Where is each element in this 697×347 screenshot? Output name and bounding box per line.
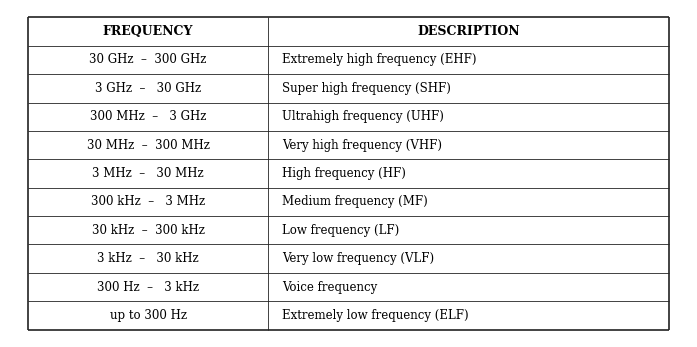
Text: 30 MHz  –  300 MHz: 30 MHz – 300 MHz: [86, 138, 210, 152]
Text: 30 GHz  –  300 GHz: 30 GHz – 300 GHz: [89, 53, 207, 66]
Text: Very high frequency (VHF): Very high frequency (VHF): [282, 138, 443, 152]
Text: 300 kHz  –   3 MHz: 300 kHz – 3 MHz: [91, 195, 205, 209]
Text: 3 kHz  –   30 kHz: 3 kHz – 30 kHz: [98, 252, 199, 265]
Text: High frequency (HF): High frequency (HF): [282, 167, 406, 180]
Text: Voice frequency: Voice frequency: [282, 281, 378, 294]
Text: Medium frequency (MF): Medium frequency (MF): [282, 195, 428, 209]
Text: Extremely low frequency (ELF): Extremely low frequency (ELF): [282, 309, 469, 322]
Text: 30 kHz  –  300 kHz: 30 kHz – 300 kHz: [92, 224, 204, 237]
Text: 3 MHz  –   30 MHz: 3 MHz – 30 MHz: [92, 167, 204, 180]
Text: FREQUENCY: FREQUENCY: [103, 25, 193, 38]
Text: 300 MHz  –   3 GHz: 300 MHz – 3 GHz: [90, 110, 206, 123]
Text: DESCRIPTION: DESCRIPTION: [418, 25, 520, 38]
Text: Low frequency (LF): Low frequency (LF): [282, 224, 399, 237]
Text: up to 300 Hz: up to 300 Hz: [109, 309, 187, 322]
Text: Ultrahigh frequency (UHF): Ultrahigh frequency (UHF): [282, 110, 444, 123]
Text: 3 GHz  –   30 GHz: 3 GHz – 30 GHz: [95, 82, 201, 95]
Text: Super high frequency (SHF): Super high frequency (SHF): [282, 82, 451, 95]
Text: 300 Hz  –   3 kHz: 300 Hz – 3 kHz: [97, 281, 199, 294]
Text: Very low frequency (VLF): Very low frequency (VLF): [282, 252, 434, 265]
Text: Extremely high frequency (EHF): Extremely high frequency (EHF): [282, 53, 477, 66]
